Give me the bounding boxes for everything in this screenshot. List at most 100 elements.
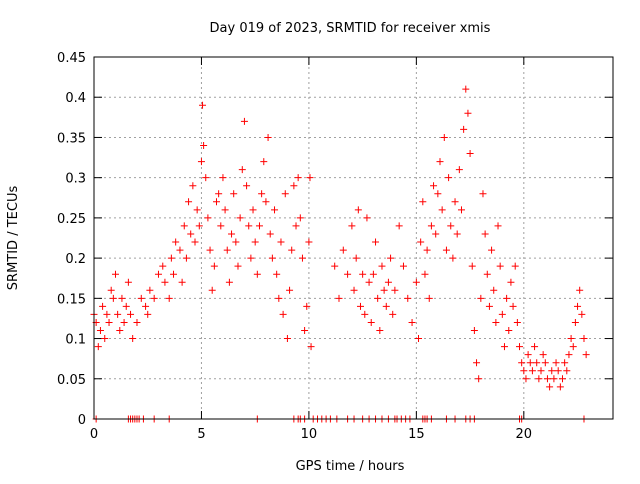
data-point	[537, 367, 545, 375]
data-point	[408, 318, 416, 326]
data-point	[453, 230, 461, 238]
data-point	[359, 270, 367, 278]
data-point	[247, 254, 255, 262]
data-point	[212, 198, 220, 206]
data-point	[567, 335, 575, 343]
data-point	[238, 166, 246, 174]
data-point	[167, 254, 175, 262]
data-point	[449, 254, 457, 262]
data-point	[367, 318, 375, 326]
data-point	[271, 206, 279, 214]
data-point	[548, 367, 556, 375]
data-point	[234, 262, 242, 270]
data-point	[200, 141, 208, 149]
data-point	[356, 302, 364, 310]
data-point	[363, 214, 371, 222]
data-point	[460, 125, 468, 133]
data-point	[438, 206, 446, 214]
data-point	[389, 310, 397, 318]
data-point	[533, 359, 541, 367]
data-point	[430, 182, 438, 190]
data-point	[266, 230, 274, 238]
data-point	[558, 375, 566, 383]
y-tick-label: 0.35	[57, 131, 86, 146]
data-point	[374, 294, 382, 302]
data-point	[223, 246, 231, 254]
data-point	[255, 222, 263, 230]
data-point	[415, 335, 423, 343]
data-point	[122, 302, 130, 310]
data-point	[144, 310, 152, 318]
data-point	[513, 318, 521, 326]
data-point	[344, 270, 352, 278]
data-point	[111, 270, 119, 278]
data-point	[427, 222, 435, 230]
data-point	[505, 327, 513, 335]
data-point	[376, 327, 384, 335]
data-point	[432, 230, 440, 238]
y-tick-label: 0.4	[65, 91, 86, 106]
data-point	[462, 85, 470, 93]
data-point	[574, 302, 582, 310]
data-point	[554, 367, 562, 375]
data-point	[442, 246, 450, 254]
y-tick-label: 0.25	[57, 212, 86, 227]
data-point	[440, 133, 448, 141]
data-point	[215, 190, 223, 198]
y-tick-label: 0.05	[57, 373, 86, 388]
data-point	[240, 117, 248, 125]
data-point	[524, 351, 532, 359]
data-point	[262, 198, 270, 206]
data-point	[541, 359, 549, 367]
x-tick-label: 0	[90, 427, 98, 442]
data-point	[350, 286, 358, 294]
data-point	[294, 174, 302, 182]
data-point	[494, 222, 502, 230]
data-point	[228, 230, 236, 238]
data-point	[206, 246, 214, 254]
data-point	[425, 294, 433, 302]
data-point	[292, 222, 300, 230]
data-point	[473, 359, 481, 367]
data-point	[191, 238, 199, 246]
data-point	[133, 318, 141, 326]
data-point	[507, 278, 515, 286]
data-point	[249, 206, 257, 214]
data-point	[243, 182, 251, 190]
data-point	[522, 375, 530, 383]
data-point	[365, 278, 373, 286]
y-tick-label: 0	[78, 413, 86, 428]
data-point	[399, 262, 407, 270]
x-tick-label: 5	[197, 427, 205, 442]
data-point	[150, 294, 158, 302]
data-point	[137, 294, 145, 302]
x-tick-label: 20	[516, 427, 533, 442]
data-point	[178, 278, 186, 286]
y-tick-label: 0.1	[65, 333, 86, 348]
data-point	[490, 286, 498, 294]
data-point	[94, 343, 102, 351]
chart-title: Day 019 of 2023, SRMTID for receiver xmi…	[210, 21, 491, 36]
data-point	[170, 270, 178, 278]
data-point	[124, 278, 132, 286]
data-point	[543, 375, 551, 383]
data-point	[382, 302, 390, 310]
data-point	[419, 198, 427, 206]
data-point	[348, 222, 356, 230]
data-point	[204, 214, 212, 222]
data-point	[230, 190, 238, 198]
data-point	[580, 335, 588, 343]
data-point	[565, 351, 573, 359]
data-point	[455, 166, 463, 174]
data-point	[281, 190, 289, 198]
data-point	[481, 230, 489, 238]
data-point	[245, 222, 253, 230]
data-point	[511, 262, 519, 270]
y-axis-label: SRMTID / TECUs	[6, 186, 21, 291]
data-point	[451, 198, 459, 206]
data-point	[99, 302, 107, 310]
data-point	[569, 343, 577, 351]
data-point	[96, 327, 104, 335]
